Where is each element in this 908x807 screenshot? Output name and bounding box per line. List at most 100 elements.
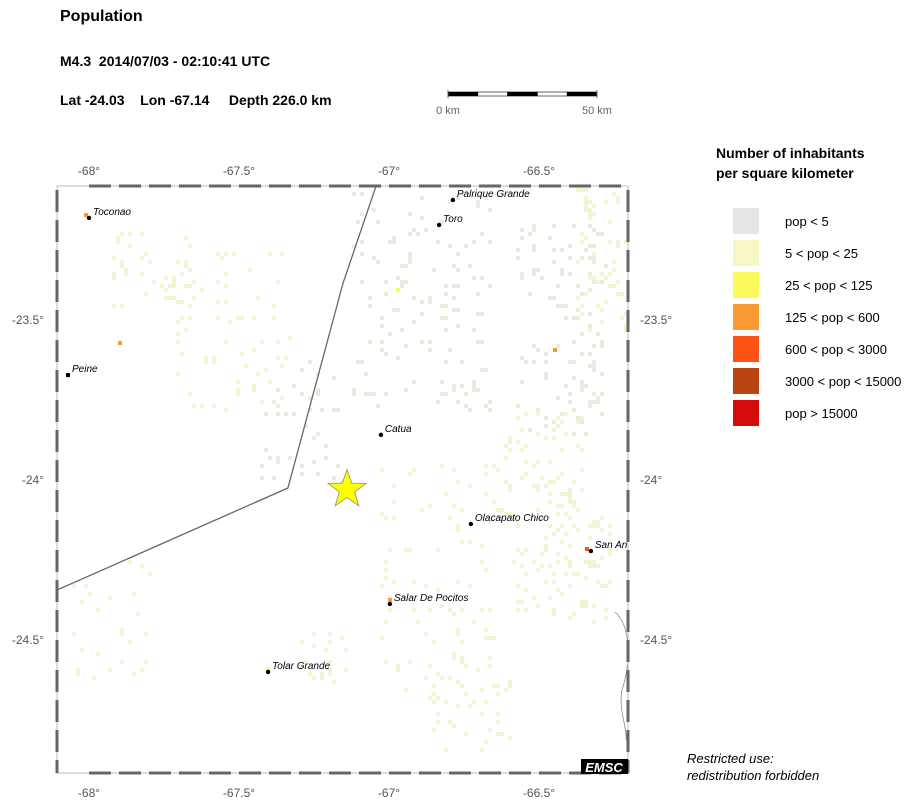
population-cell	[508, 448, 512, 452]
population-cell	[560, 420, 564, 424]
population-cell	[600, 320, 604, 324]
population-cell	[172, 276, 176, 280]
population-cell	[584, 204, 588, 208]
population-cell	[592, 260, 596, 264]
population-cell	[588, 536, 592, 540]
population-cell	[600, 344, 604, 348]
city-label: Palrique Grande	[457, 189, 530, 200]
population-cell	[564, 304, 568, 308]
population-cell	[536, 408, 540, 412]
population-cell	[548, 480, 552, 484]
population-cell	[604, 276, 608, 280]
population-cell	[560, 448, 564, 452]
population-cell	[508, 684, 512, 688]
lat-tick-label-right: -23.5°	[640, 313, 672, 327]
population-cell	[532, 268, 536, 272]
population-cell	[516, 404, 520, 408]
population-cell	[584, 188, 588, 192]
population-cell	[600, 392, 604, 396]
city-label: San An	[595, 540, 628, 551]
population-cell	[524, 572, 528, 576]
population-cell	[576, 572, 580, 576]
population-cell	[580, 352, 584, 356]
population-cell	[596, 524, 600, 528]
population-cell	[564, 384, 568, 388]
population-cell	[364, 392, 368, 396]
population-cell	[516, 524, 520, 528]
population-cell	[412, 296, 416, 300]
population-cell	[404, 688, 408, 692]
population-cell	[192, 280, 196, 284]
population-cell	[488, 656, 492, 660]
population-cell	[400, 284, 404, 288]
population-cell	[568, 488, 572, 492]
scale-bar-segment	[477, 91, 508, 97]
population-cell	[236, 388, 240, 392]
population-cell	[592, 392, 596, 396]
population-cell	[456, 680, 460, 684]
population-cell	[288, 456, 292, 460]
population-cell	[376, 260, 380, 264]
lon-tick-label-bottom: -66.5°	[523, 786, 555, 800]
population-cell	[580, 256, 584, 260]
population-cell	[616, 280, 620, 284]
population-cell	[388, 598, 392, 602]
population-cell	[584, 292, 588, 296]
population-cell	[388, 332, 392, 336]
population-cell	[324, 648, 328, 652]
population-cell	[328, 632, 332, 636]
population-cell	[80, 648, 84, 652]
population-cell	[504, 444, 508, 448]
population-cell	[600, 372, 604, 376]
population-cell	[460, 684, 464, 688]
population-cell	[420, 508, 424, 512]
population-cell	[448, 244, 452, 248]
population-cell	[188, 268, 192, 272]
population-cell	[568, 516, 572, 520]
population-cell	[412, 320, 416, 324]
population-cell	[588, 216, 592, 220]
population-cell	[585, 547, 589, 551]
population-cell	[588, 208, 592, 212]
population-cell	[592, 276, 596, 280]
city-label: Peine	[72, 364, 98, 375]
population-cell	[520, 380, 524, 384]
population-cell	[128, 560, 132, 564]
population-cell	[576, 444, 580, 448]
population-cell	[368, 304, 372, 308]
population-cell	[580, 240, 584, 244]
population-cell	[136, 612, 140, 616]
population-cell	[424, 584, 428, 588]
population-cell	[544, 580, 548, 584]
population-cell	[556, 424, 560, 428]
city-marker	[378, 432, 384, 438]
population-cell	[600, 308, 604, 312]
population-cell	[592, 564, 596, 568]
population-cell	[328, 672, 332, 676]
population-cell	[316, 392, 320, 396]
city-label: Catua	[385, 424, 412, 435]
population-cell	[300, 664, 304, 668]
population-cell	[476, 312, 480, 316]
population-cell	[580, 488, 584, 492]
population-cell	[112, 256, 116, 260]
population-cell	[580, 448, 584, 452]
population-cell	[552, 532, 556, 536]
population-cell	[464, 404, 468, 408]
population-cell	[212, 360, 216, 364]
population-cell	[572, 432, 576, 436]
population-cell	[144, 660, 148, 664]
population-cell	[116, 236, 120, 240]
event-location: Lat -24.03 Lon -67.14 Depth 226.0 km	[60, 92, 332, 108]
population-cell	[256, 296, 260, 300]
population-cell	[548, 296, 552, 300]
population-cell	[452, 284, 456, 288]
population-cell	[508, 680, 512, 684]
population-cell	[312, 676, 316, 680]
population-cell	[532, 244, 536, 248]
population-cell	[412, 380, 416, 384]
population-cell	[464, 392, 468, 396]
population-cell	[516, 608, 520, 612]
population-cell	[224, 300, 228, 304]
